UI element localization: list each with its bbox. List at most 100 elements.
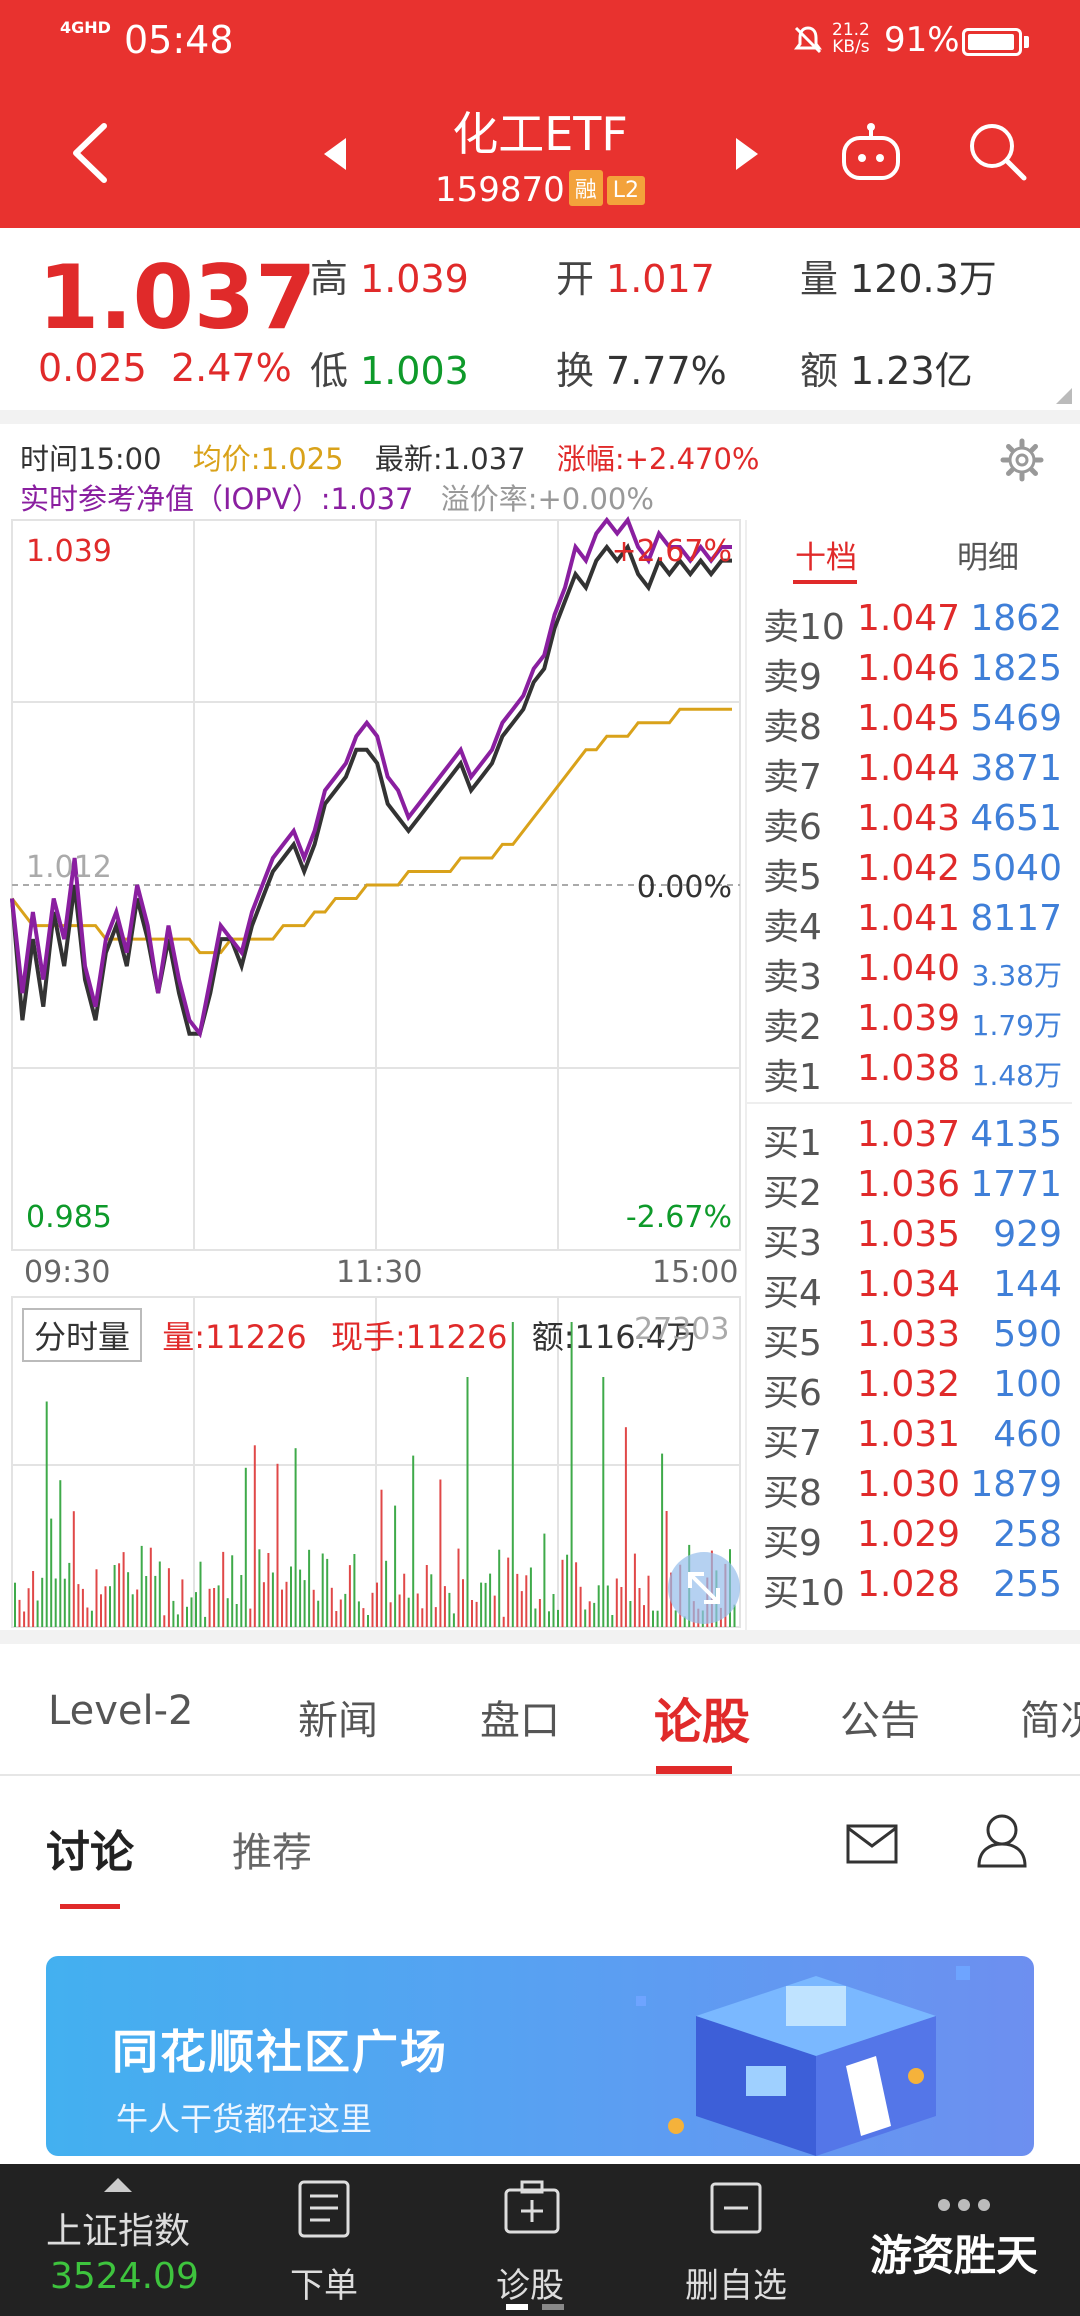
buy-level-label: 买7	[763, 1423, 822, 1464]
buy-row-6[interactable]: 买6 1.032 100	[747, 1364, 1072, 1414]
tab-profile[interactable]: 简况	[1020, 1698, 1080, 1744]
tab-level2[interactable]: Level-2	[48, 1688, 194, 1734]
expand-up-icon[interactable]	[104, 2178, 132, 2192]
sell-row-4[interactable]: 卖7 1.044 3871	[747, 748, 1072, 798]
sell-row-9[interactable]: 卖2 1.039 1.79万	[747, 998, 1072, 1048]
index-name[interactable]: 上证指数	[46, 2211, 191, 2252]
mail-icon[interactable]	[846, 1824, 898, 1864]
tab-ten-levels[interactable]: 十档	[795, 540, 857, 576]
sell-volume: 4651	[970, 798, 1062, 839]
volume-bar	[638, 1588, 641, 1627]
volume-bar	[326, 1558, 329, 1627]
volume-max: 27303	[634, 1312, 730, 1347]
expand-chart-button[interactable]	[668, 1552, 740, 1624]
sell-price: 1.040	[857, 948, 961, 989]
buy-row-3[interactable]: 买3 1.035 929	[747, 1214, 1072, 1264]
buy-volume: 258	[993, 1514, 1062, 1555]
sell-row-10[interactable]: 卖1 1.038 1.48万	[747, 1048, 1072, 1098]
volume-bar	[36, 1600, 39, 1627]
volume-bar	[570, 1322, 573, 1627]
tab-discussion[interactable]: 论股	[654, 1694, 751, 1750]
next-stock-icon[interactable]	[734, 136, 760, 172]
prev-stock-icon[interactable]	[322, 136, 348, 172]
sell-row-3[interactable]: 卖8 1.045 5469	[747, 698, 1072, 748]
sell-level-label: 卖9	[763, 657, 822, 698]
sell-row-7[interactable]: 卖4 1.041 8117	[747, 898, 1072, 948]
volume-bar	[507, 1557, 510, 1627]
buy-row-10[interactable]: 买10 1.028 255	[747, 1564, 1072, 1614]
section-divider	[0, 1630, 1080, 1644]
x-label-open: 09:30	[24, 1255, 111, 1290]
volume-bar	[480, 1582, 483, 1627]
tab-news[interactable]: 新闻	[298, 1698, 378, 1744]
volume-bar	[86, 1607, 89, 1627]
tab-announcement[interactable]: 公告	[840, 1698, 920, 1744]
volume-bar	[285, 1581, 288, 1627]
volume-bar	[394, 1505, 397, 1627]
volume-bar	[584, 1609, 587, 1627]
battery-icon	[962, 28, 1022, 56]
series-line-0	[10, 515, 732, 1039]
volume-type-button[interactable]: 分时量	[22, 1308, 143, 1362]
more-dots-icon[interactable]	[934, 2198, 994, 2212]
search-icon[interactable]	[966, 120, 1028, 182]
robot-assistant-icon[interactable]	[838, 122, 904, 184]
volume-bar	[371, 1592, 374, 1627]
intraday-chart[interactable]: 1.039 1.012 0.985 +2.67% 0.00% -2.67%	[0, 515, 745, 1255]
volume-bar	[240, 1575, 243, 1627]
volume-bar	[213, 1588, 216, 1627]
sell-row-6[interactable]: 卖5 1.042 5040	[747, 848, 1072, 898]
buy-row-9[interactable]: 买9 1.029 258	[747, 1514, 1072, 1564]
buy-row-2[interactable]: 买2 1.036 1771	[747, 1164, 1072, 1214]
volume-bar	[344, 1593, 347, 1627]
back-arrow-icon[interactable]	[62, 118, 122, 188]
sell-price: 1.042	[857, 848, 961, 889]
x-label-mid: 11:30	[336, 1255, 423, 1290]
volume-bar	[158, 1561, 161, 1627]
sell-volume: 3871	[970, 748, 1062, 789]
volume-bar	[561, 1559, 564, 1627]
volume-bar	[32, 1571, 35, 1627]
sell-row-8[interactable]: 卖3 1.040 3.38万	[747, 948, 1072, 998]
buy-row-4[interactable]: 买4 1.034 144	[747, 1264, 1072, 1314]
volume-bar	[475, 1601, 478, 1627]
volume-bar	[348, 1565, 351, 1627]
volume-bar	[620, 1587, 623, 1627]
user-icon[interactable]	[976, 1812, 1028, 1868]
tab-handicap[interactable]: 盘口	[480, 1698, 560, 1744]
volume-bar	[226, 1598, 229, 1627]
volume-bar	[376, 1582, 378, 1627]
sell-volume: 5469	[970, 698, 1062, 739]
tab-detail[interactable]: 明细	[957, 540, 1019, 576]
sell-row-5[interactable]: 卖6 1.043 4651	[747, 798, 1072, 848]
buy-row-1[interactable]: 买1 1.037 4135	[747, 1114, 1072, 1164]
volume-bar	[95, 1569, 98, 1627]
order-icon	[298, 2180, 350, 2238]
level2-tag: L2	[606, 176, 646, 205]
buy-row-5[interactable]: 买5 1.033 590	[747, 1314, 1072, 1364]
series-line-2	[10, 707, 732, 955]
volume-bar	[204, 1616, 207, 1627]
buy-price: 1.032	[857, 1364, 961, 1405]
volume-bar	[466, 1377, 469, 1627]
book-divider	[747, 1102, 1072, 1104]
volume-bar	[330, 1587, 333, 1627]
volume-bar	[421, 1608, 424, 1627]
volume-bar	[430, 1574, 433, 1627]
volume-chart[interactable]	[0, 1295, 745, 1630]
volume-bar	[122, 1552, 125, 1627]
community-banner[interactable]: 同花顺社区广场 牛人干货都在这里	[46, 1956, 1034, 2156]
subtab-recommend[interactable]: 推荐	[232, 1830, 312, 1876]
gear-icon[interactable]	[1000, 438, 1044, 482]
volume-bar	[109, 1586, 111, 1627]
buy-row-7[interactable]: 买7 1.031 460	[747, 1414, 1072, 1464]
sell-row-1[interactable]: 卖10 1.047 1862	[747, 598, 1072, 648]
battery-percent: 91%	[884, 20, 960, 60]
buy-volume: 255	[993, 1564, 1062, 1605]
expand-corner-icon[interactable]	[1056, 388, 1072, 404]
buy-row-8[interactable]: 买8 1.030 1879	[747, 1464, 1072, 1514]
sell-row-2[interactable]: 卖9 1.046 1825	[747, 648, 1072, 698]
subtab-discuss[interactable]: 讨论	[46, 1827, 134, 1878]
volume-bar	[416, 1593, 419, 1627]
volume-bar	[63, 1578, 66, 1627]
